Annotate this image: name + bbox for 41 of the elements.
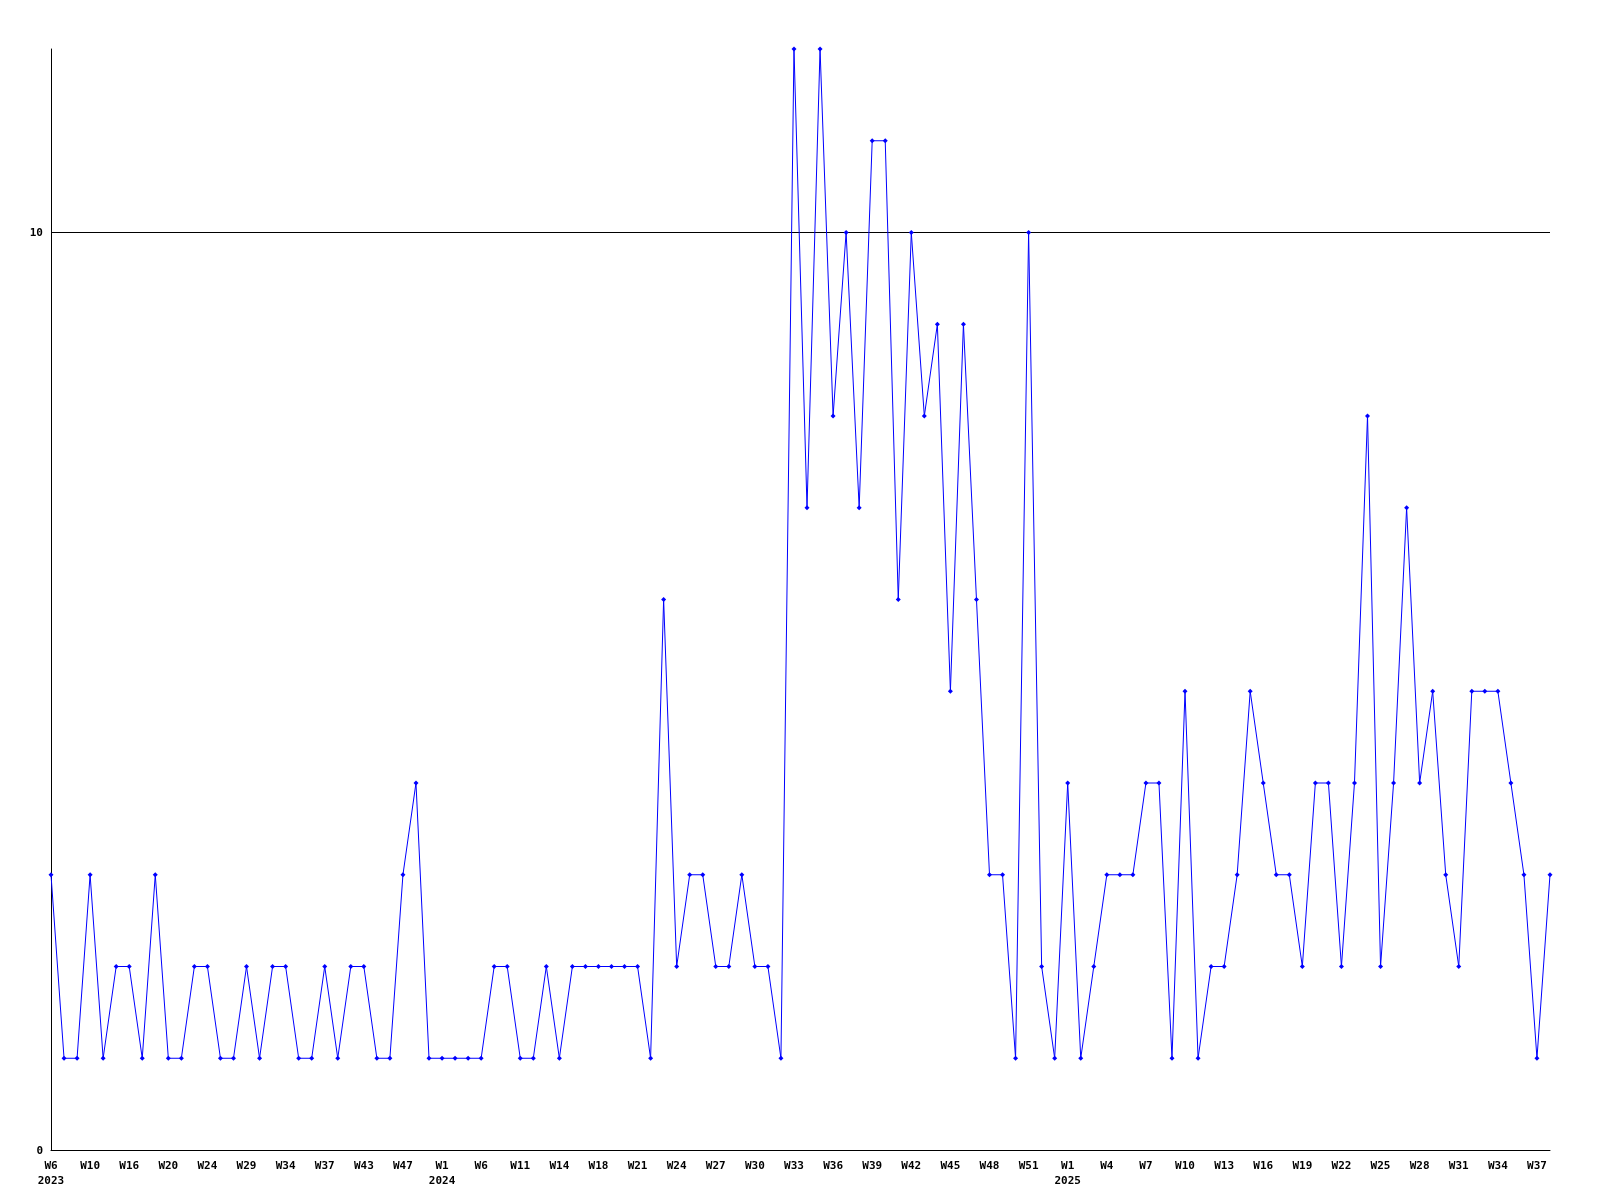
x-tick-label: W6 2023 [37, 1159, 65, 1187]
x-tick-label: W33 [784, 1159, 804, 1172]
x-tick-label: W16 [119, 1159, 140, 1172]
x-tick-label: W6 [474, 1159, 489, 1172]
x-tick-label: W20 [158, 1159, 179, 1172]
x-tick-label: W34 [1487, 1159, 1509, 1172]
x-tick-label: W1 2024 [428, 1159, 456, 1187]
y-tick-label: 10 [29, 226, 43, 239]
x-tick-label: W37 [1527, 1159, 1547, 1172]
x-tick-label: W10 [80, 1159, 101, 1172]
x-tick-label: W45 [940, 1159, 961, 1172]
x-tick-label: W51 [1018, 1159, 1039, 1172]
y-tick-label: 0 [36, 1143, 43, 1157]
x-tick-label: W16 [1253, 1159, 1274, 1172]
x-tick-label: W48 [979, 1159, 1000, 1172]
x-tick-label: W24 [197, 1159, 218, 1172]
x-tick-label: W10 [1175, 1159, 1195, 1172]
x-tick-label: W4 [1100, 1159, 1114, 1172]
x-tick-label: W11 [510, 1159, 531, 1172]
x-tick-label: W28 [1409, 1159, 1430, 1172]
x-tick-label: W27 [705, 1159, 726, 1172]
x-tick-label: W31 [1448, 1159, 1470, 1172]
x-tick-label: W42 [901, 1159, 922, 1172]
x-tick-label: W24 [666, 1159, 687, 1172]
x-tick-label: W43 [353, 1159, 374, 1172]
x-tick-label: W22 [1331, 1159, 1352, 1172]
x-tick-label: W36 [823, 1159, 844, 1172]
x-tick-label: W18 [588, 1159, 609, 1172]
x-tick-label: W13 [1214, 1159, 1235, 1172]
x-tick-label: W19 [1292, 1159, 1313, 1172]
x-tick-label: W7 [1139, 1159, 1153, 1172]
x-tick-label: W37 [314, 1159, 335, 1172]
x-tick-label: W25 [1370, 1159, 1391, 1172]
x-tick-label: W1 2025 [1054, 1159, 1081, 1187]
x-tick-label: W29 [236, 1159, 257, 1172]
x-tick-label: W14 [549, 1159, 570, 1172]
x-tick-label: W30 [744, 1159, 765, 1172]
x-tick-label: W34 [275, 1159, 296, 1172]
x-tick-label: W21 [627, 1159, 648, 1172]
x-tick-label: W39 [862, 1159, 883, 1172]
x-tick-label: W47 [393, 1159, 413, 1172]
